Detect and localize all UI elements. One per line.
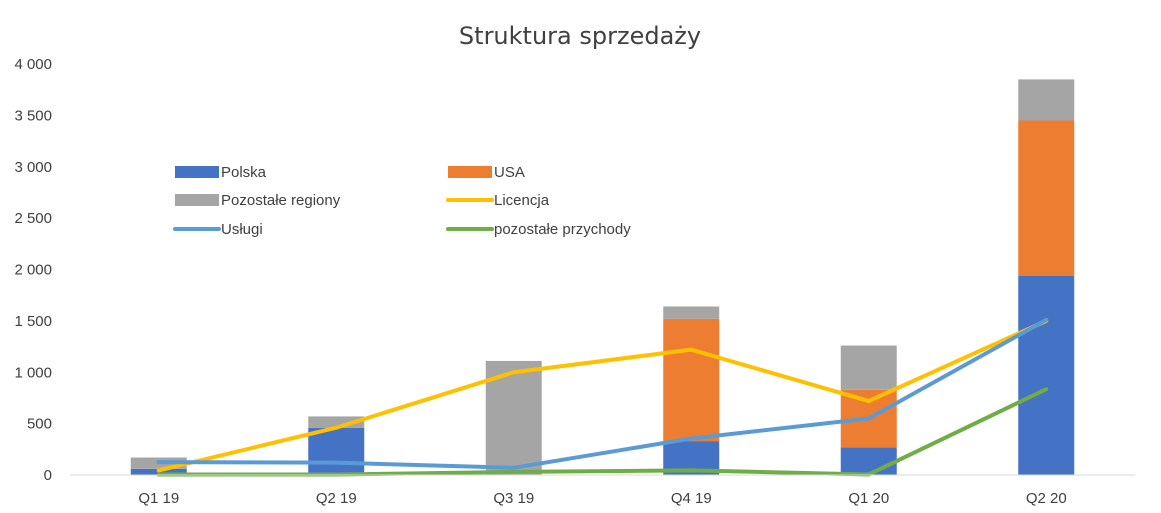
- bar-pozosta-e-regiony-5: [1018, 79, 1075, 121]
- bar-pozosta-e-regiony-1: [308, 416, 365, 428]
- legend-label: Polska: [221, 164, 267, 181]
- legend-label: Usługi: [221, 221, 263, 238]
- legend-swatch-pozosta-e-regiony: [175, 194, 219, 206]
- legend-label: USA: [494, 164, 525, 181]
- y-tick-label: 2 500: [14, 210, 52, 227]
- x-tick-label: Q1 19: [138, 490, 179, 507]
- bar-polska-5: [1018, 275, 1075, 475]
- y-tick-label: 1 000: [14, 364, 52, 381]
- legend-label: Licencja: [494, 192, 550, 209]
- line-pozosta-e-przychody: [156, 387, 1049, 477]
- bar-usa-5: [1018, 120, 1075, 276]
- x-axis: Q1 19 Q2 19 Q3 19 Q4 19 Q1 20 Q2 20: [138, 490, 1066, 507]
- line-us-ugi: [156, 317, 1049, 470]
- line-series: [156, 317, 1049, 477]
- x-tick-label: Q2 20: [1026, 490, 1067, 507]
- legend-label: pozostałe przychody: [494, 221, 631, 238]
- bar-series: [130, 79, 1075, 475]
- y-tick-label: 3 500: [14, 107, 52, 124]
- x-tick-label: Q2 19: [316, 490, 357, 507]
- y-tick-label: 0: [44, 467, 52, 484]
- y-tick-label: 1 500: [14, 313, 52, 330]
- bar-pozosta-e-regiony-3: [663, 306, 720, 319]
- chart-title: Struktura sprzedaży: [459, 22, 701, 50]
- legend: Polska USA Pozostałe regiony Licencja Usługi…: [173, 164, 631, 238]
- legend-label: Pozostałe regiony: [221, 192, 341, 209]
- y-tick-label: 4 000: [14, 56, 52, 73]
- legend-swatch-polska: [175, 166, 219, 178]
- y-tick-label: 2 000: [14, 262, 52, 279]
- y-tick-label: 500: [27, 416, 52, 433]
- x-tick-label: Q3 19: [493, 490, 534, 507]
- bar-pozosta-e-regiony-4: [840, 345, 897, 390]
- legend-swatch-usa: [448, 166, 492, 178]
- bar-polska-4: [840, 447, 897, 475]
- bar-polska-1: [308, 427, 365, 475]
- y-axis: 0 500 1 000 1 500 2 000 2 500 3 000 3 500 4 000: [14, 56, 52, 484]
- x-tick-label: Q1 20: [848, 490, 889, 507]
- line-licencja: [156, 318, 1049, 473]
- x-tick-label: Q4 19: [671, 490, 712, 507]
- bar-usa-3: [663, 318, 720, 442]
- y-tick-label: 3 000: [14, 159, 52, 176]
